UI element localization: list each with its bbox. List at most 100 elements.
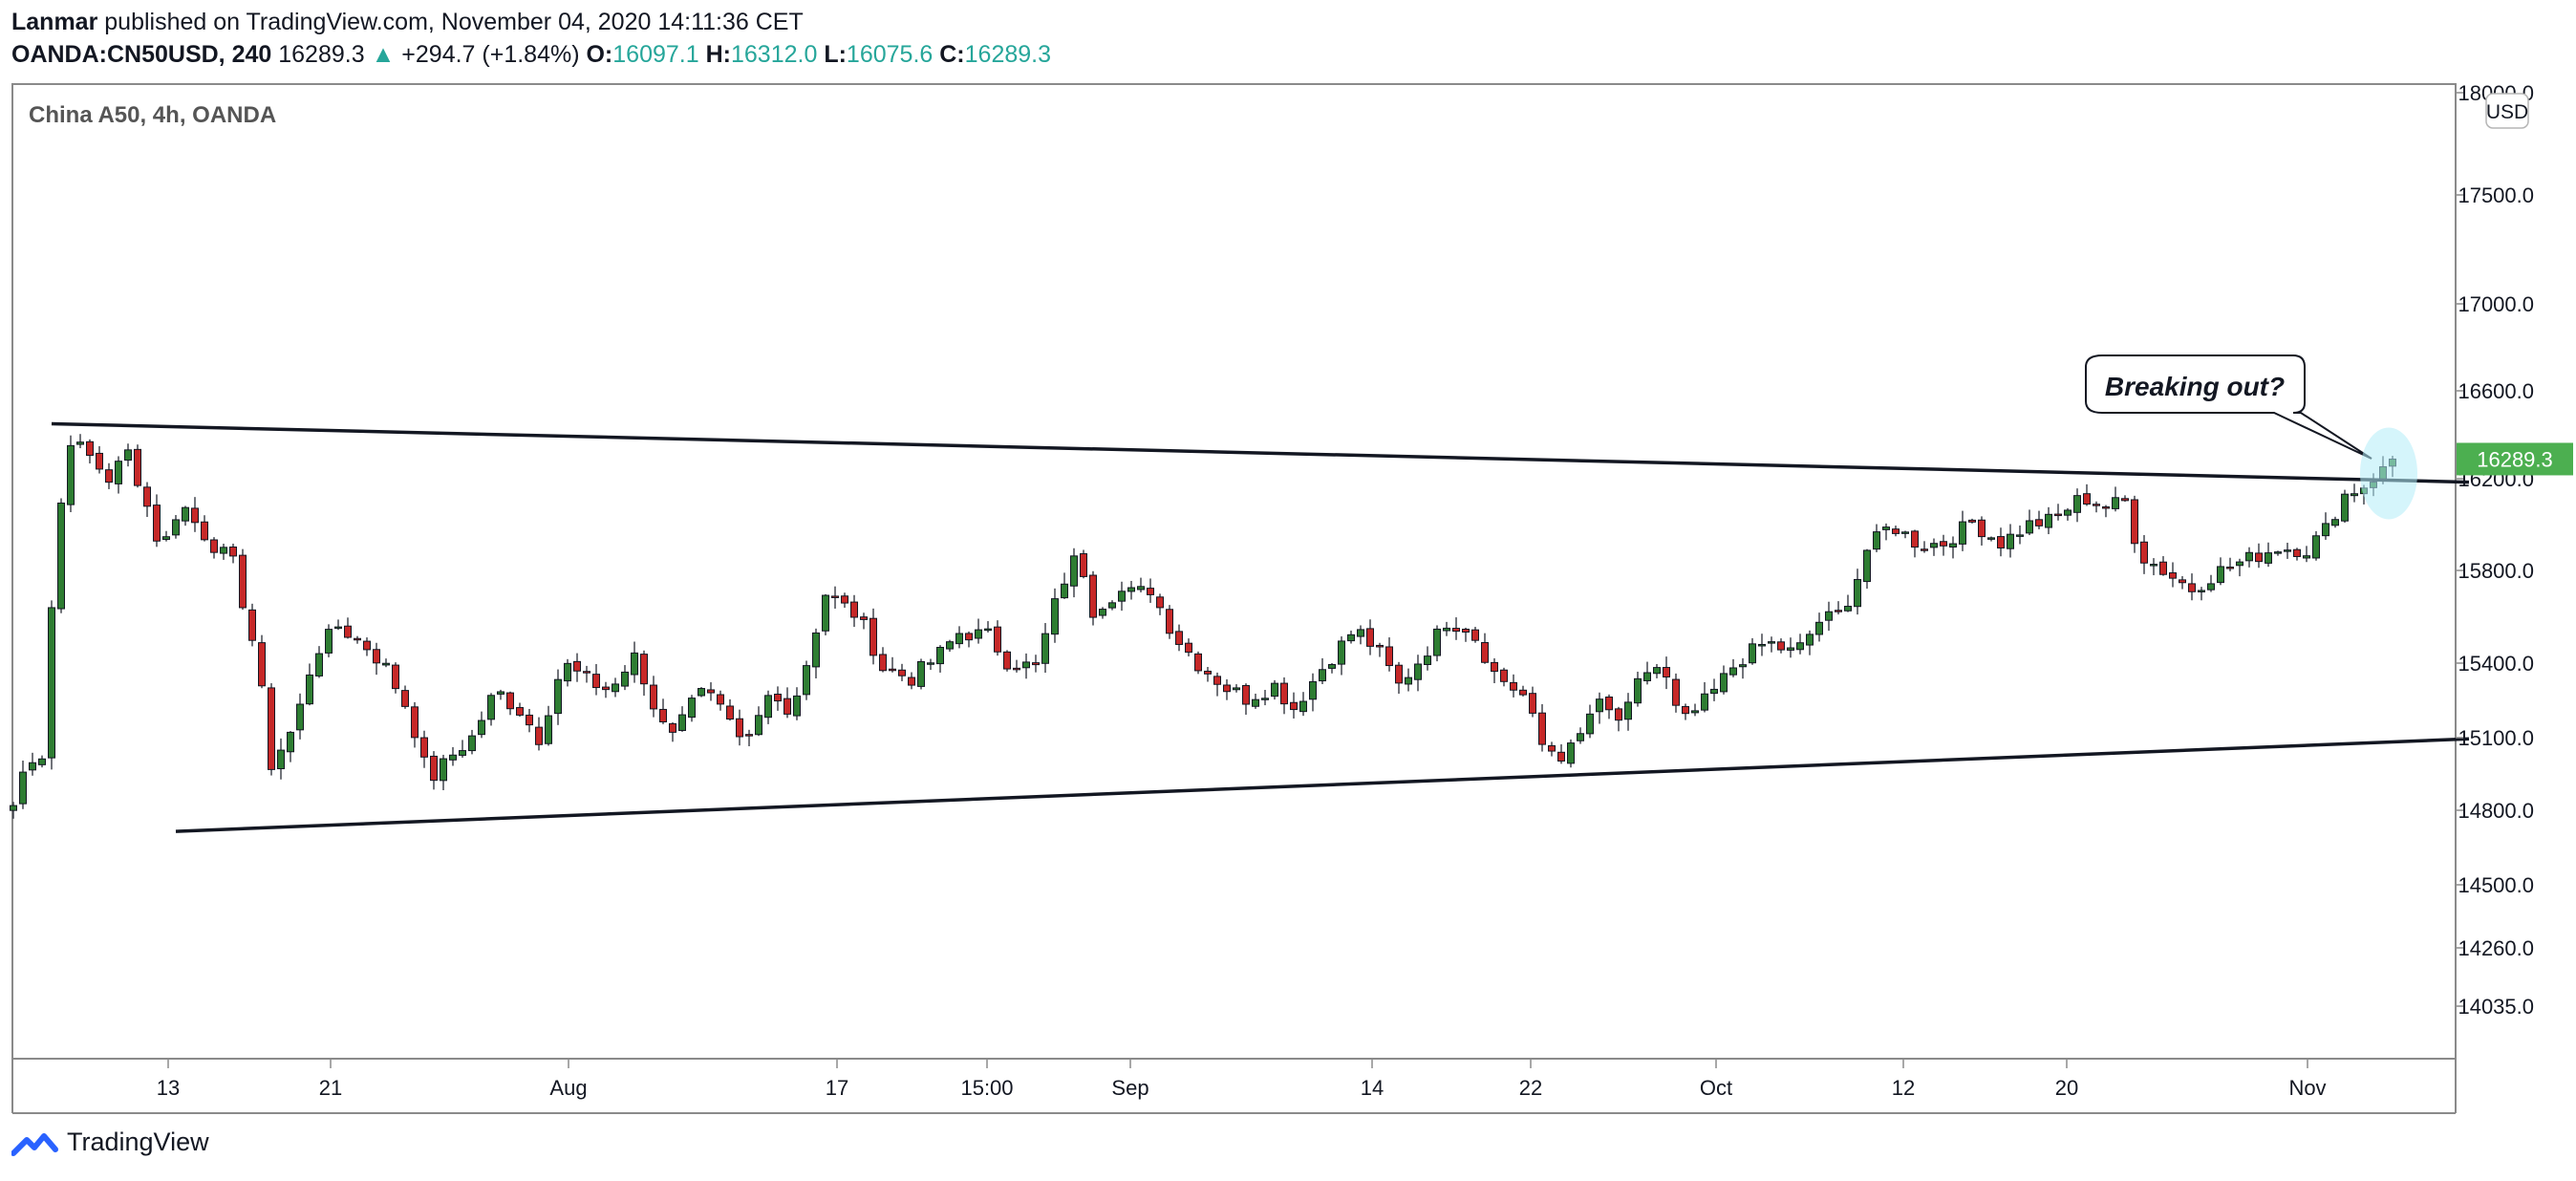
candle	[640, 654, 648, 685]
candle	[2179, 579, 2186, 584]
candle	[210, 539, 218, 553]
annotation-callout[interactable]: Breaking out?	[2085, 354, 2372, 460]
tradingview-logo-icon	[11, 1132, 58, 1156]
candle	[1901, 531, 1909, 534]
candle	[1089, 574, 1097, 618]
candle	[287, 731, 294, 753]
symbol-label[interactable]: OANDA:CN50USD, 240	[11, 41, 272, 68]
y-tick-label: 14260.0	[2458, 936, 2534, 960]
candle	[1290, 701, 1298, 711]
high-label: H:	[705, 41, 731, 68]
y-tick-label: 17000.0	[2458, 292, 2534, 316]
candle	[1347, 633, 1355, 642]
candle	[1299, 700, 1307, 713]
candle	[1882, 526, 1890, 530]
candle	[67, 444, 75, 505]
candle	[2093, 504, 2100, 506]
x-tick-label: Oct	[1700, 1076, 1732, 1100]
candle	[2007, 533, 2014, 549]
callout-bubble	[2085, 354, 2372, 460]
candle	[1185, 642, 1192, 654]
candle	[1041, 633, 1049, 664]
price-axis[interactable]: 18000.017500.017000.016600.016200.015800…	[2456, 81, 2534, 1019]
candle	[955, 633, 963, 645]
candle	[392, 664, 399, 690]
candle	[2064, 509, 2072, 516]
candle	[2284, 549, 2291, 552]
currency-badge[interactable]: USD	[2485, 93, 2529, 129]
candle	[936, 646, 944, 665]
time-axis[interactable]: 13 21 Aug 17 15:00 Sep 14 22 Oct 12 20 Nov	[157, 1059, 2327, 1100]
candle	[1108, 602, 1116, 609]
x-tick-label: 15:00	[960, 1076, 1013, 1100]
candle	[1749, 643, 1756, 664]
candle	[258, 642, 266, 687]
candle	[153, 505, 161, 542]
candle	[1166, 609, 1173, 634]
candle	[268, 687, 275, 770]
candle	[1758, 643, 1766, 647]
candle	[29, 762, 36, 771]
candle	[1605, 697, 1613, 711]
brand-name: TradingView	[67, 1127, 209, 1156]
candle	[812, 632, 820, 668]
candle	[2351, 493, 2358, 497]
x-tick-label: 12	[1892, 1076, 1915, 1100]
close-value: 16289.3	[964, 41, 1052, 68]
candle	[1720, 673, 1728, 693]
candle	[191, 507, 199, 524]
candle	[698, 688, 705, 697]
candle	[2083, 493, 2091, 505]
author-name[interactable]: Lanmar	[11, 9, 98, 35]
candle	[545, 715, 552, 744]
trendline-support[interactable]	[175, 737, 2470, 833]
candle	[143, 486, 151, 507]
tradingview-footer[interactable]: TradingView	[11, 1127, 209, 1157]
candle	[2016, 534, 2024, 537]
candle	[1137, 586, 1145, 590]
candle	[526, 714, 533, 726]
candle	[1213, 676, 1221, 685]
candle	[2331, 519, 2339, 526]
last-price: 16289.3	[278, 41, 365, 68]
candle	[229, 546, 237, 557]
x-tick-label: Aug	[549, 1076, 587, 1100]
candle	[602, 686, 610, 691]
candle	[478, 719, 485, 736]
candle	[1022, 661, 1030, 669]
candle	[1643, 672, 1651, 681]
candle	[1405, 676, 1412, 685]
candle	[1729, 667, 1737, 676]
currency-label: USD	[2486, 101, 2528, 123]
candle	[48, 607, 55, 759]
candle	[1596, 698, 1603, 713]
candle	[2112, 497, 2119, 509]
candle	[764, 695, 772, 719]
candle	[1099, 609, 1106, 616]
candle	[2073, 495, 2081, 513]
candle	[105, 469, 113, 483]
candle	[1051, 598, 1059, 635]
trendline-resistance[interactable]	[51, 421, 2470, 484]
candle	[1261, 698, 1269, 700]
candle	[1452, 628, 1460, 633]
candle	[373, 649, 380, 664]
candle	[1787, 647, 1794, 651]
candle	[831, 595, 839, 598]
candle	[220, 547, 227, 554]
y-tick-label: 15800.0	[2458, 559, 2534, 583]
candle	[1328, 664, 1336, 669]
candle	[889, 668, 896, 672]
candle	[841, 595, 848, 604]
candle	[1940, 541, 1947, 547]
candle	[1567, 742, 1575, 764]
candles-layer	[10, 434, 2396, 819]
candle	[908, 676, 915, 686]
candle	[315, 653, 323, 676]
candle	[803, 665, 810, 696]
candle	[1768, 641, 1775, 644]
candle	[1987, 537, 1995, 540]
candle	[612, 683, 619, 693]
trendlines-layer[interactable]	[51, 421, 2470, 833]
